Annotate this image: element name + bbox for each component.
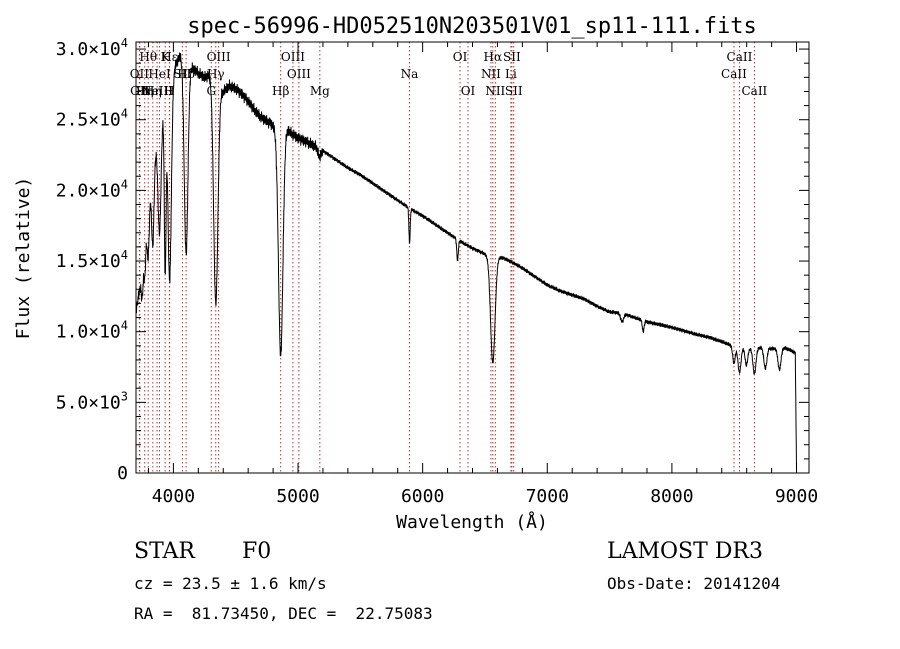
y-tick-label: 5.0×103 [56, 389, 128, 413]
line-marker-label: NII [481, 67, 501, 81]
x-tick-label: 4000 [152, 486, 195, 507]
class-label: STAR [134, 539, 195, 564]
line-marker-label: NeIII [141, 84, 173, 98]
line-marker-label: OII [130, 67, 150, 81]
line-marker-labels: OIIOIIHηHθHηNeIIIHeIKHHεSIIHδGHγOIIIHβOI… [130, 50, 768, 98]
line-marker-label: SII [503, 50, 521, 64]
line-marker-label: H [164, 84, 174, 98]
subclass-label: F0 [242, 539, 272, 564]
line-marker-label: OI [453, 50, 468, 64]
x-tick-label: 5000 [276, 486, 319, 507]
x-tick-label: 7000 [526, 486, 569, 507]
line-marker-label: Hγ [207, 67, 225, 81]
line-marker-label: CaII [727, 50, 753, 64]
line-marker-label: Hθ [139, 50, 157, 64]
line-marker-label: Hη [144, 84, 162, 98]
line-marker-label: SII [505, 84, 523, 98]
line-marker-label: OIII [207, 50, 231, 64]
cz-value: cz = 23.5 ± 1.6 km/s [134, 574, 327, 593]
line-marker-label: CaII [741, 84, 767, 98]
line-marker-label: NII [485, 84, 505, 98]
x-tick-label: 8000 [650, 486, 693, 507]
y-tick-label: 1.0×104 [56, 319, 128, 343]
y-tick-label: 1.5×104 [56, 248, 128, 272]
line-marker-label: Hε [161, 50, 178, 64]
line-marker-label: Hβ [272, 84, 289, 98]
line-marker-label: K [161, 50, 171, 64]
line-marker-label: Mg [310, 84, 330, 98]
y-axis-label: Flux (relative) [13, 177, 34, 340]
x-tick-label: 9000 [775, 486, 818, 507]
y-tick-label: 3.0×104 [56, 36, 128, 60]
y-tick-label: 2.0×104 [56, 177, 128, 201]
obs-date: Obs-Date: 20141204 [607, 574, 781, 593]
line-markers [138, 42, 755, 473]
y-tick-label: 2.5×104 [56, 107, 128, 131]
line-marker-label: OIII [281, 50, 305, 64]
x-tick-label: 6000 [401, 486, 444, 507]
line-marker-label: Hα [484, 50, 503, 64]
plot-frame [135, 41, 810, 474]
line-marker-label: HeI [148, 67, 171, 81]
spectrum-line [135, 52, 797, 471]
survey-label: LAMOST DR3 [607, 539, 763, 564]
line-marker-label: OIII [287, 67, 311, 81]
y-axis-ticks: 0 5.0×103 1.0×104 1.5×104 2.0×104 2.5×104 3.0×… [56, 36, 809, 484]
x-axis-label: Wavelength (Å) [396, 511, 548, 533]
x-axis-ticks: 4000 5000 6000 7000 8000 9000 [147, 42, 818, 507]
chart-title: spec-56996-HD052510N203501V01_sp11-111.f… [187, 14, 757, 39]
line-marker-label: OI [461, 84, 476, 98]
ra-dec-value: RA = 81.73450, DEC = 22.75083 [134, 604, 433, 623]
y-tick-label: 0 [117, 463, 128, 484]
line-marker-label: Hη [136, 84, 154, 98]
line-marker-label: Na [401, 67, 419, 81]
line-marker-label: CaII [721, 67, 747, 81]
line-marker-label: Li [505, 67, 517, 81]
